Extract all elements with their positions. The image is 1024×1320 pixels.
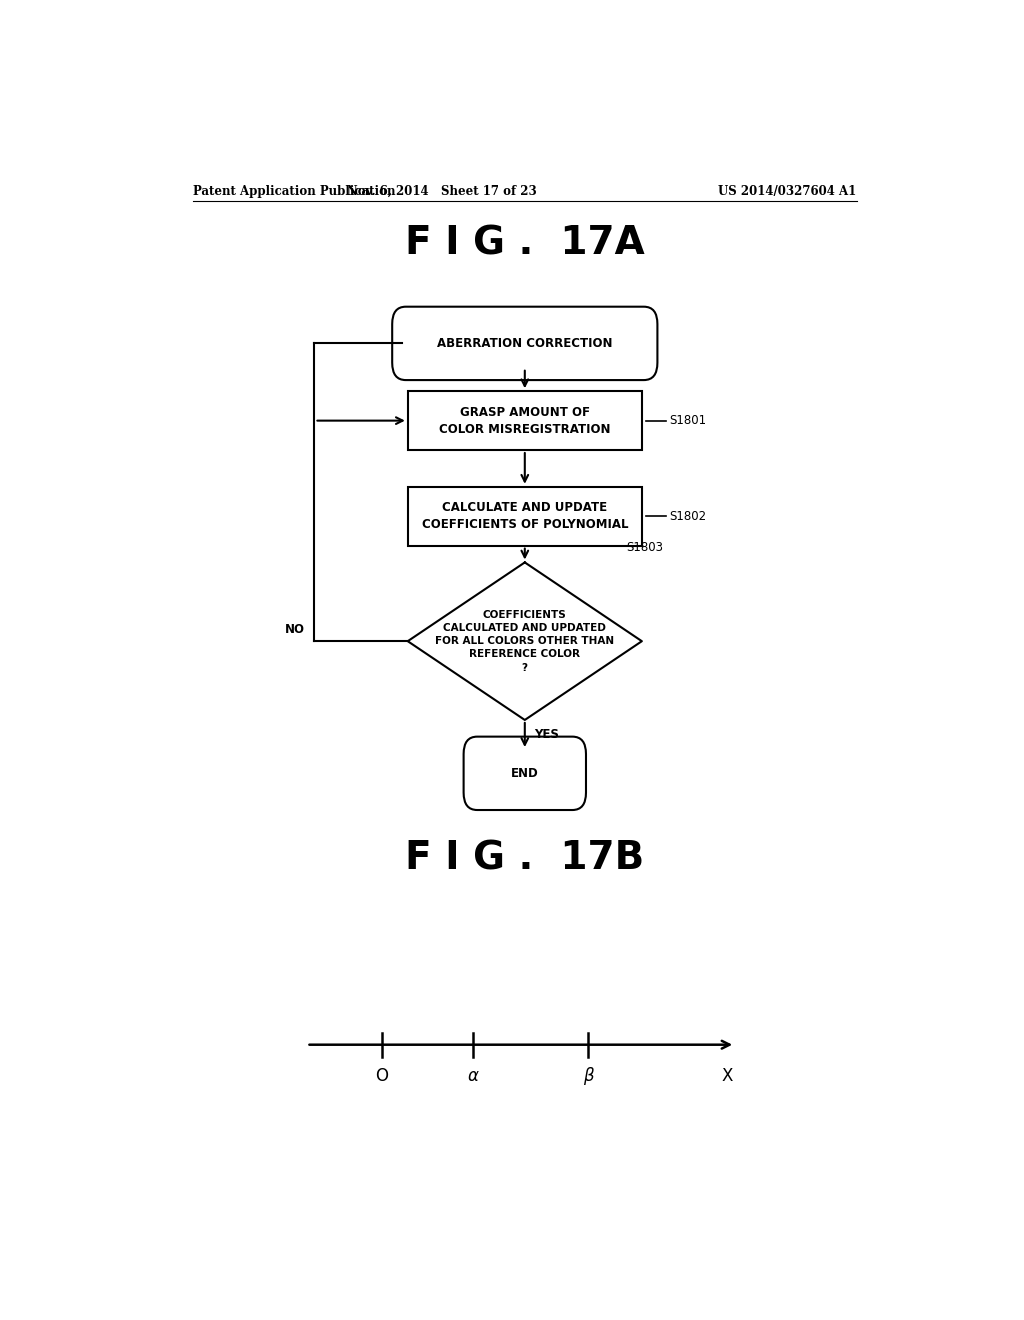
FancyBboxPatch shape (392, 306, 657, 380)
Text: COEFFICIENTS
CALCULATED AND UPDATED
FOR ALL COLORS OTHER THAN
REFERENCE COLOR
?: COEFFICIENTS CALCULATED AND UPDATED FOR … (435, 610, 614, 673)
Text: GRASP AMOUNT OF
COLOR MISREGISTRATION: GRASP AMOUNT OF COLOR MISREGISTRATION (439, 405, 610, 436)
Text: α: α (468, 1067, 478, 1085)
FancyBboxPatch shape (464, 737, 586, 810)
Text: END: END (511, 767, 539, 780)
Text: S1802: S1802 (670, 510, 707, 523)
Text: Patent Application Publication: Patent Application Publication (194, 185, 395, 198)
Text: S1801: S1801 (670, 414, 707, 428)
Text: US 2014/0327604 A1: US 2014/0327604 A1 (718, 185, 856, 198)
Text: Nov. 6, 2014   Sheet 17 of 23: Nov. 6, 2014 Sheet 17 of 23 (346, 185, 537, 198)
Text: β: β (583, 1067, 594, 1085)
Text: F I G .  17A: F I G . 17A (404, 224, 645, 263)
Text: F I G .  17B: F I G . 17B (406, 840, 644, 878)
FancyBboxPatch shape (408, 487, 642, 545)
Text: S1803: S1803 (626, 541, 663, 554)
Text: YES: YES (535, 729, 559, 741)
Text: CALCULATE AND UPDATE
COEFFICIENTS OF POLYNOMIAL: CALCULATE AND UPDATE COEFFICIENTS OF POL… (422, 502, 628, 531)
FancyBboxPatch shape (408, 391, 642, 450)
Text: ABERRATION CORRECTION: ABERRATION CORRECTION (437, 337, 612, 350)
Text: O: O (376, 1067, 388, 1085)
Text: NO: NO (285, 623, 305, 636)
Text: X: X (722, 1067, 733, 1085)
